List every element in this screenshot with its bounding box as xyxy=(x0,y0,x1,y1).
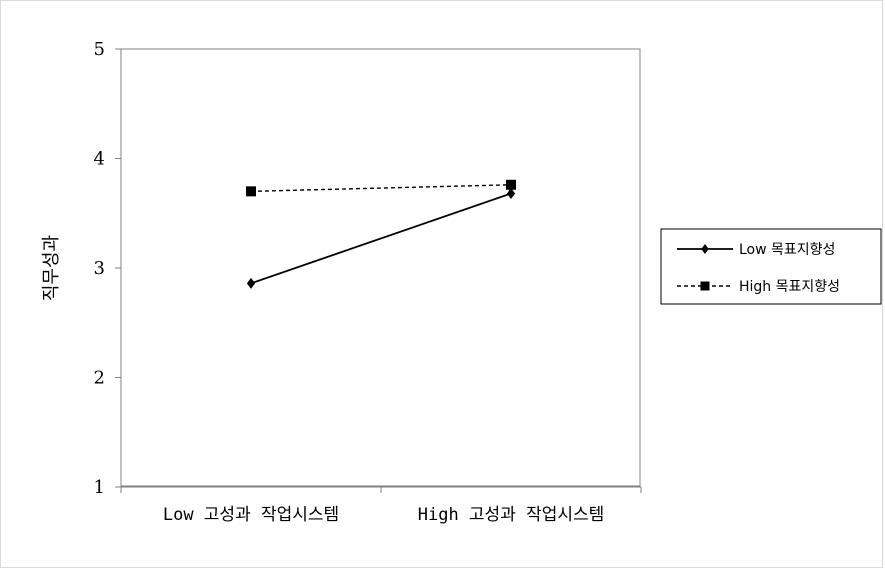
y-ticks: 1 2 3 4 5 xyxy=(94,39,121,498)
series-line-low xyxy=(250,192,512,285)
series-layer xyxy=(246,179,516,289)
series-line-high xyxy=(250,184,512,193)
y-tick-label: 4 xyxy=(94,149,105,170)
legend-box xyxy=(660,228,882,305)
series-marker-diamond xyxy=(246,277,256,289)
y-tick-label: 2 xyxy=(94,368,105,389)
x-category-label: Low 고성과 작업시스템 xyxy=(163,505,339,525)
series-marker-square xyxy=(246,186,256,197)
x-category-label: High 고성과 작업시스템 xyxy=(418,505,605,525)
series-marker-diamond xyxy=(701,244,709,254)
series-marker-square xyxy=(700,281,710,291)
series-marker-diamond xyxy=(506,188,516,200)
y-tick-label: 3 xyxy=(94,258,105,279)
legend: Low 목표지향성 High 목표지향성 xyxy=(660,228,882,305)
y-tick-label: 1 xyxy=(94,477,105,498)
y-tick-label: 5 xyxy=(94,39,105,60)
y-axis-label: 직무성과 xyxy=(41,235,62,301)
legend-label: Low 목표지향성 xyxy=(739,242,835,258)
legend-label: High 목표지향성 xyxy=(739,279,840,295)
x-ticks: Low 고성과 작업시스템 High 고성과 작업시스템 xyxy=(120,487,642,525)
plot-area xyxy=(120,48,641,487)
series-marker-square xyxy=(506,179,516,190)
